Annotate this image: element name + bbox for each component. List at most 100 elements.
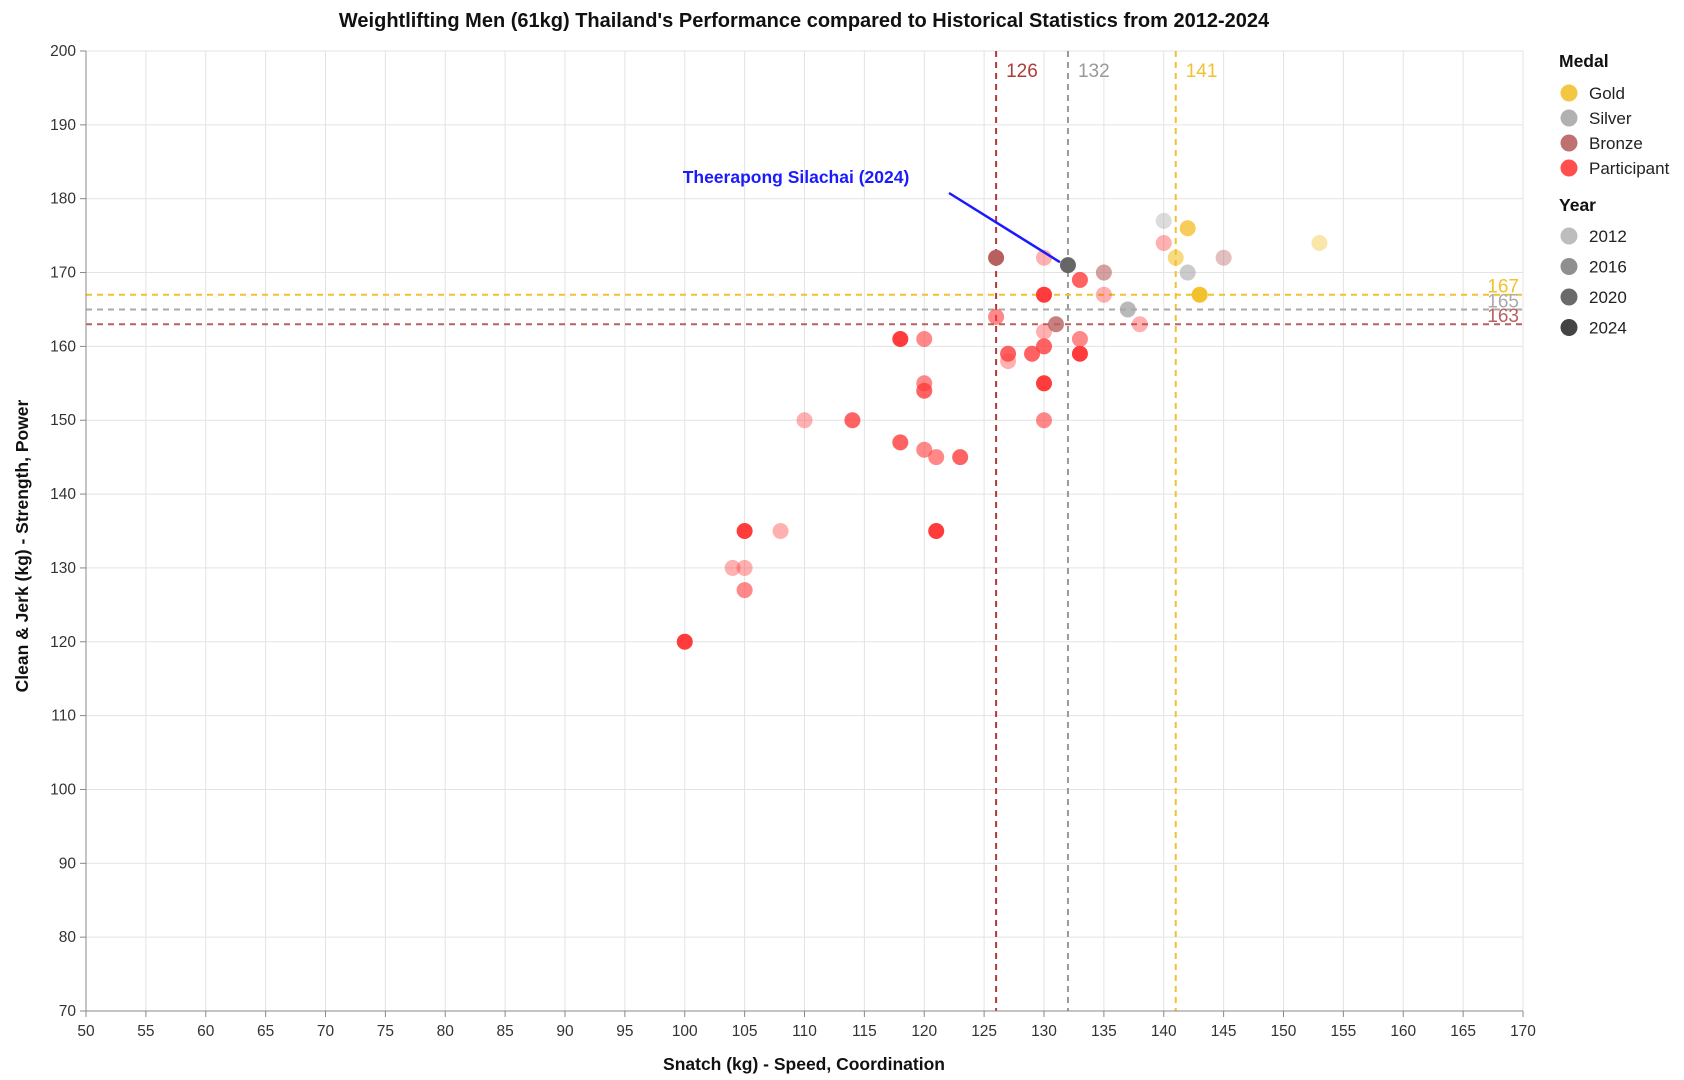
y-tick-label: 150 <box>50 412 76 429</box>
data-point-participant <box>796 412 813 429</box>
x-tick-label: 80 <box>437 1023 455 1040</box>
legend-label-silver: Silver <box>1589 109 1632 128</box>
data-point-participant <box>892 434 909 451</box>
x-tick-label: 60 <box>197 1023 215 1040</box>
axes: 50 55 60 65 70 75 80 85 90 95 100 105 110 115 120 125 13… <box>50 43 1536 1040</box>
data-point-participant <box>1036 323 1052 340</box>
y-tick-label: 120 <box>50 634 76 651</box>
x-tick-label: 125 <box>971 1023 997 1040</box>
x-tick-label: 100 <box>672 1023 698 1040</box>
legend-label-participant: Participant <box>1589 159 1670 178</box>
y-tick-label: 110 <box>51 708 76 725</box>
data-point-participant <box>736 582 753 599</box>
x-tick-label: 165 <box>1450 1023 1476 1040</box>
grid <box>85 50 1524 1012</box>
legend-swatch-year-2012 <box>1560 227 1578 245</box>
x-tick-label: 110 <box>792 1023 817 1040</box>
x-tick-label: 75 <box>377 1023 394 1040</box>
data-point-participant <box>1000 345 1017 362</box>
x-tick-label: 160 <box>1390 1023 1416 1040</box>
x-axis-title: Snatch (kg) - Speed, Coordination <box>663 1054 945 1074</box>
y-tick-label: 190 <box>50 117 76 134</box>
data-point-participant <box>1071 345 1088 362</box>
x-tick-label: 70 <box>317 1023 335 1040</box>
x-tick-label: 90 <box>556 1023 574 1040</box>
data-point-silver <box>1059 257 1076 274</box>
data-point-participant <box>1155 235 1172 251</box>
chart-title: Weightlifting Men (61kg) Thailand's Perf… <box>339 10 1270 32</box>
data-point-participant <box>736 559 753 576</box>
data-points <box>676 212 1328 650</box>
legend-swatch-year-2024 <box>1560 319 1578 336</box>
x-tick-label: 105 <box>732 1023 758 1040</box>
horizontal-reference-label-gold: 167 <box>1487 277 1519 298</box>
x-tick-label: 55 <box>137 1023 154 1040</box>
x-tick-label: 50 <box>77 1023 95 1040</box>
data-point-participant <box>844 412 861 429</box>
legend-year-title: Year <box>1559 195 1596 215</box>
data-point-bronze <box>988 249 1005 266</box>
x-tick-label: 140 <box>1151 1023 1177 1040</box>
x-tick-label: 65 <box>257 1023 274 1040</box>
data-point-participant <box>1036 412 1052 429</box>
data-point-silver <box>1155 212 1172 229</box>
y-tick-label: 90 <box>59 855 77 872</box>
data-point-participant <box>916 331 933 347</box>
x-tick-label: 130 <box>1031 1023 1057 1040</box>
legend-label-gold: Gold <box>1589 84 1625 103</box>
data-point-participant <box>772 523 789 539</box>
y-tick-label: 70 <box>59 1003 77 1020</box>
x-tick-label: 150 <box>1271 1023 1297 1040</box>
data-point-participant <box>916 441 933 458</box>
data-point-participant <box>724 559 741 576</box>
x-tick-label: 135 <box>1091 1023 1117 1040</box>
legend-swatch-bronze <box>1560 134 1578 152</box>
data-point-participant <box>1071 331 1088 347</box>
annotation-label: Theerapong Silachai (2024) <box>683 167 910 187</box>
data-point-participant <box>1024 345 1041 362</box>
y-tick-label: 170 <box>50 265 76 282</box>
data-point-silver <box>1179 264 1196 281</box>
y-tick-label: 180 <box>50 191 76 208</box>
data-point-participant <box>1095 286 1112 303</box>
legend-label-year-2024: 2024 <box>1589 319 1627 338</box>
legend-medal-title: Medal <box>1559 51 1609 71</box>
data-point-silver <box>1119 301 1136 318</box>
x-tick-label: 115 <box>852 1023 877 1040</box>
x-tick-label: 155 <box>1330 1023 1356 1040</box>
legend-swatch-silver <box>1560 109 1578 127</box>
x-tick-label: 95 <box>616 1023 633 1040</box>
annotation: Theerapong Silachai (2024) <box>683 167 1061 264</box>
data-point-participant <box>1036 286 1052 303</box>
data-point-gold <box>1179 220 1196 237</box>
y-tick-label: 160 <box>50 338 76 355</box>
x-tick-label: 145 <box>1211 1023 1237 1040</box>
data-point-participant <box>952 449 969 466</box>
annotation-arrow <box>948 191 1061 264</box>
horizontal-reference-label-bronze: 163 <box>1487 306 1519 327</box>
data-point-gold <box>1167 249 1184 266</box>
y-tick-label: 100 <box>50 781 76 798</box>
x-tick-label: 170 <box>1510 1023 1536 1040</box>
data-point-gold <box>1311 235 1328 251</box>
y-axis-title: Clean & Jerk (kg) - Strength, Power <box>12 399 32 692</box>
vertical-reference-label-silver: 132 <box>1078 61 1110 82</box>
data-point-participant <box>676 633 693 650</box>
data-point-participant <box>736 523 753 539</box>
data-point-gold <box>1191 286 1208 303</box>
data-point-bronze <box>1047 316 1064 333</box>
x-tick-label: 120 <box>911 1023 937 1040</box>
data-point-participant <box>892 331 909 347</box>
legend-swatch-participant <box>1560 159 1578 177</box>
y-tick-label: 80 <box>59 929 77 946</box>
legend-swatch-gold <box>1560 84 1578 102</box>
data-point-participant <box>988 308 1005 325</box>
y-tick-label: 140 <box>50 486 76 503</box>
data-point-participant <box>1036 338 1052 355</box>
x-tick-label: 85 <box>497 1023 514 1040</box>
y-tick-label: 130 <box>50 560 76 577</box>
data-point-participant <box>928 523 945 539</box>
data-point-participant <box>1036 375 1052 392</box>
